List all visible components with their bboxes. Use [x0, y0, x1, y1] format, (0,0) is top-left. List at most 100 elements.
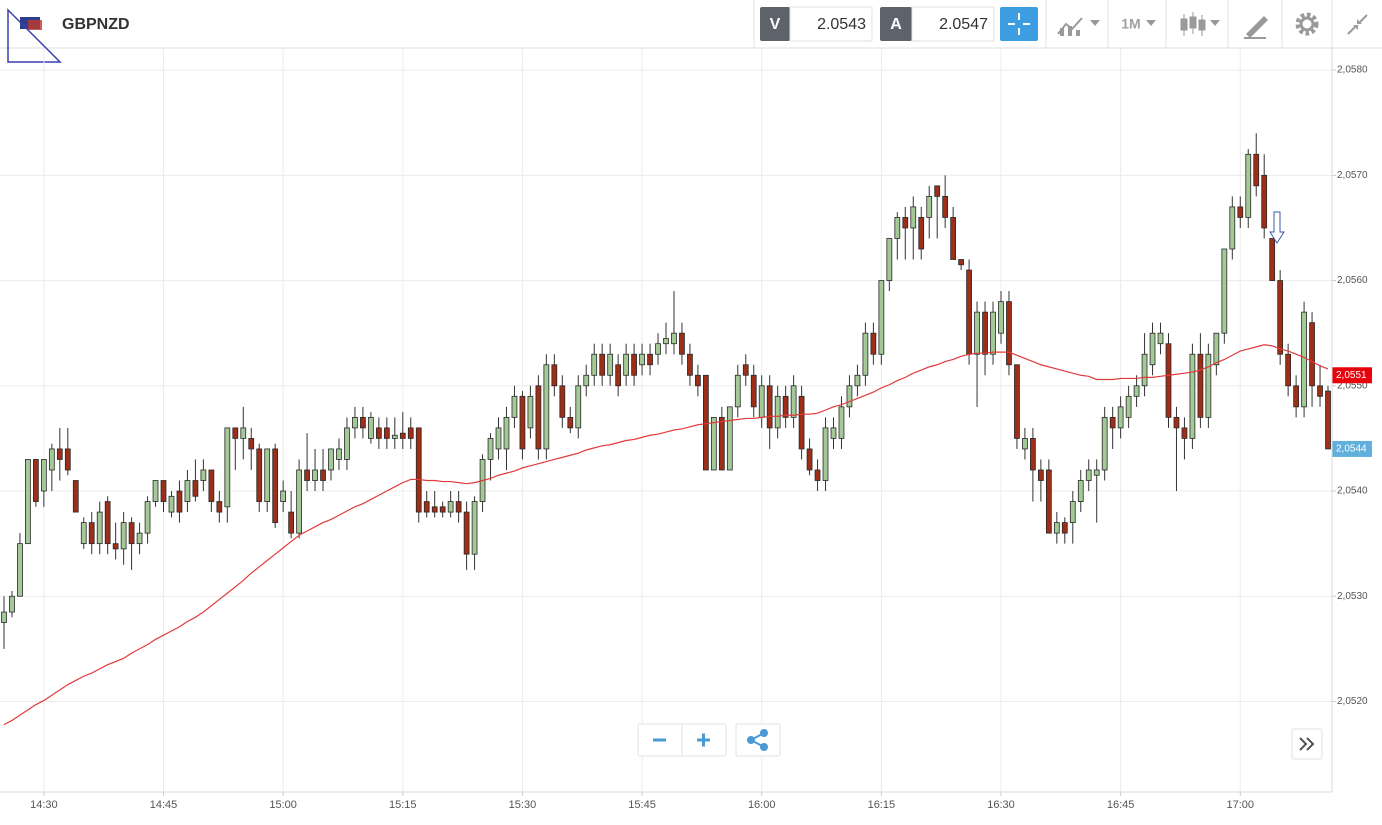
candle-body [1173, 416, 1180, 429]
candle-body [758, 385, 765, 418]
candle-body [1301, 311, 1307, 408]
candle-body [168, 495, 175, 513]
candle-body [1197, 353, 1204, 418]
candle-body [344, 427, 350, 460]
candle-body [766, 385, 773, 429]
candle-body [1, 611, 7, 623]
candle-body [703, 374, 709, 471]
candle-body [9, 595, 15, 613]
candle-body [375, 427, 382, 439]
candle-body [1157, 332, 1164, 345]
candle-body [96, 511, 103, 545]
crosshair-icon [1008, 13, 1030, 35]
candle-body [407, 427, 414, 439]
candle-body [455, 501, 462, 513]
overlay [0, 48, 1333, 793]
candle-body [710, 416, 717, 471]
candle-body [104, 501, 111, 545]
candle-body [535, 385, 542, 450]
candle-type-button[interactable] [1180, 12, 1220, 36]
candle-body [1229, 206, 1236, 250]
candle-body [894, 217, 901, 239]
sell-label: V [770, 16, 781, 33]
candle-body [726, 406, 733, 471]
toolbar-bg [0, 0, 1382, 48]
x-tick-label: 15:30 [509, 799, 537, 811]
candle-body [368, 416, 374, 439]
zoom-in-button[interactable] [697, 733, 710, 747]
dropdown-arrow [1146, 20, 1156, 26]
candle-body [1245, 153, 1252, 218]
candle-body [391, 434, 398, 439]
buy-label-box[interactable] [880, 7, 912, 41]
share-button[interactable] [735, 723, 781, 757]
candle-body [304, 469, 310, 481]
candle-body [336, 448, 342, 460]
price-marker-label: 2,0544 [1336, 444, 1367, 455]
price-marker [1332, 367, 1372, 384]
candle-body [88, 522, 95, 545]
candle-body [399, 432, 406, 439]
crosshair-button[interactable] [1000, 7, 1038, 41]
candle-body [17, 543, 23, 597]
x-tick-label: 15:45 [628, 799, 656, 811]
candle-body [1141, 353, 1148, 387]
candle-body [1109, 416, 1116, 429]
candle-body [1077, 480, 1084, 502]
x-tick-label: 14:30 [30, 799, 58, 811]
candle-body [487, 438, 494, 460]
candle-body [1213, 332, 1220, 366]
collapse-button[interactable] [1347, 14, 1368, 35]
candle-body [160, 480, 167, 502]
candle-body [942, 195, 949, 218]
buy-label: A [890, 16, 902, 33]
sell-price-box[interactable] [789, 6, 873, 42]
candle-body [527, 395, 534, 429]
candle-body [806, 448, 813, 471]
candle-body [112, 543, 119, 550]
y-tick-label: 2,0580 [1337, 65, 1368, 76]
timeframe[interactable]: 1M [1121, 16, 1140, 32]
candle-body [383, 427, 390, 439]
x-tick-label: 15:00 [269, 799, 297, 811]
candle-body [1309, 322, 1315, 387]
buy-price-box[interactable] [911, 6, 995, 42]
settings-button[interactable] [1295, 12, 1319, 36]
candle-body [1269, 238, 1276, 281]
candle-body [607, 353, 614, 376]
candle-body [1117, 406, 1124, 429]
candle-body [1317, 385, 1323, 397]
buy-price: 2.0547 [939, 16, 988, 33]
candle-body [854, 374, 861, 387]
draw-button[interactable] [1244, 16, 1268, 39]
share-icon [747, 729, 768, 751]
scroll-right-icon [1299, 737, 1315, 751]
y-tick-label: 2,0520 [1337, 696, 1368, 707]
candle-body [671, 332, 677, 345]
sell-label-box[interactable] [760, 7, 790, 41]
y-tick-label: 2,0550 [1337, 380, 1368, 391]
candle-body [639, 353, 645, 366]
candle-body [631, 353, 637, 376]
candle-body [511, 395, 518, 418]
candle-body [830, 427, 837, 439]
candle-body [176, 490, 183, 513]
candle-body [248, 438, 255, 450]
drawn-triangle [7, 8, 62, 63]
candle-body [966, 269, 972, 355]
chart-type-button[interactable] [1057, 17, 1100, 36]
candle-body [264, 448, 271, 502]
candle-body [615, 364, 622, 387]
candle-body [64, 448, 71, 471]
candle-body [1038, 469, 1044, 481]
candle-body [288, 511, 294, 534]
candle-body [1061, 522, 1068, 534]
candle-body [886, 238, 893, 281]
candle-body [623, 353, 629, 376]
candle-body [415, 427, 422, 513]
candle-body [208, 469, 215, 502]
candle-body [1293, 385, 1299, 408]
candle-body [1181, 427, 1188, 439]
candle-body [224, 427, 231, 508]
candle-body [734, 374, 741, 408]
